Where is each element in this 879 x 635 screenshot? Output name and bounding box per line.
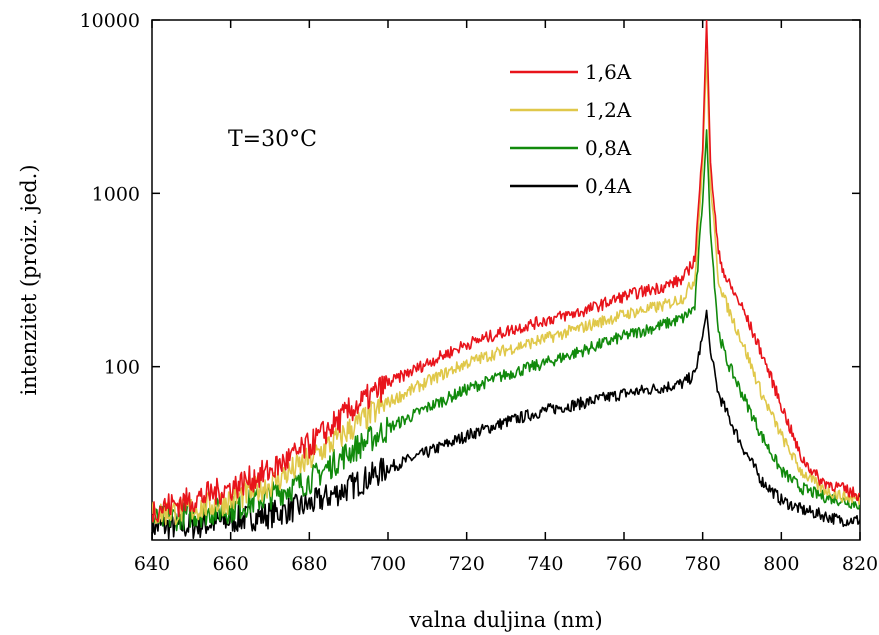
y-axis-title: intenzitet (proiz. jed.) xyxy=(17,164,41,395)
y-tick-label: 10000 xyxy=(80,10,140,32)
temperature-annotation: T=30°C xyxy=(228,127,317,152)
x-axis-title: valna duljina (nm) xyxy=(408,608,602,632)
annotation-layer: T=30°C xyxy=(228,127,317,152)
x-tick-label: 740 xyxy=(527,553,563,575)
legend-label: 1,6A xyxy=(585,60,632,84)
legend: 1,6A 1,2A 0,8A 0,4A xyxy=(510,60,632,198)
ticks-layer: 640 660 680 700 720 740 760 780 800 820 100 1000 100… xyxy=(80,10,879,575)
series-line xyxy=(152,309,860,540)
series-layer xyxy=(152,20,860,540)
series-line xyxy=(152,20,860,523)
x-tick-label: 660 xyxy=(213,553,249,575)
x-tick-label: 800 xyxy=(763,553,799,575)
x-tick-label: 720 xyxy=(449,553,485,575)
x-tick-label: 700 xyxy=(370,553,406,575)
x-tick-label: 680 xyxy=(291,553,327,575)
legend-label: 0,8A xyxy=(585,136,632,160)
x-tick-label: 640 xyxy=(134,553,170,575)
y-tick-label: 100 xyxy=(104,357,140,379)
x-tick-label: 760 xyxy=(606,553,642,575)
y-tick-label: 1000 xyxy=(92,183,140,205)
legend-label: 1,2A xyxy=(585,98,632,122)
plot-frame xyxy=(151,19,861,541)
legend-label: 0,4A xyxy=(585,174,632,198)
series-line xyxy=(152,51,860,526)
x-tick-label: 780 xyxy=(685,553,721,575)
x-tick-label: 820 xyxy=(842,553,878,575)
